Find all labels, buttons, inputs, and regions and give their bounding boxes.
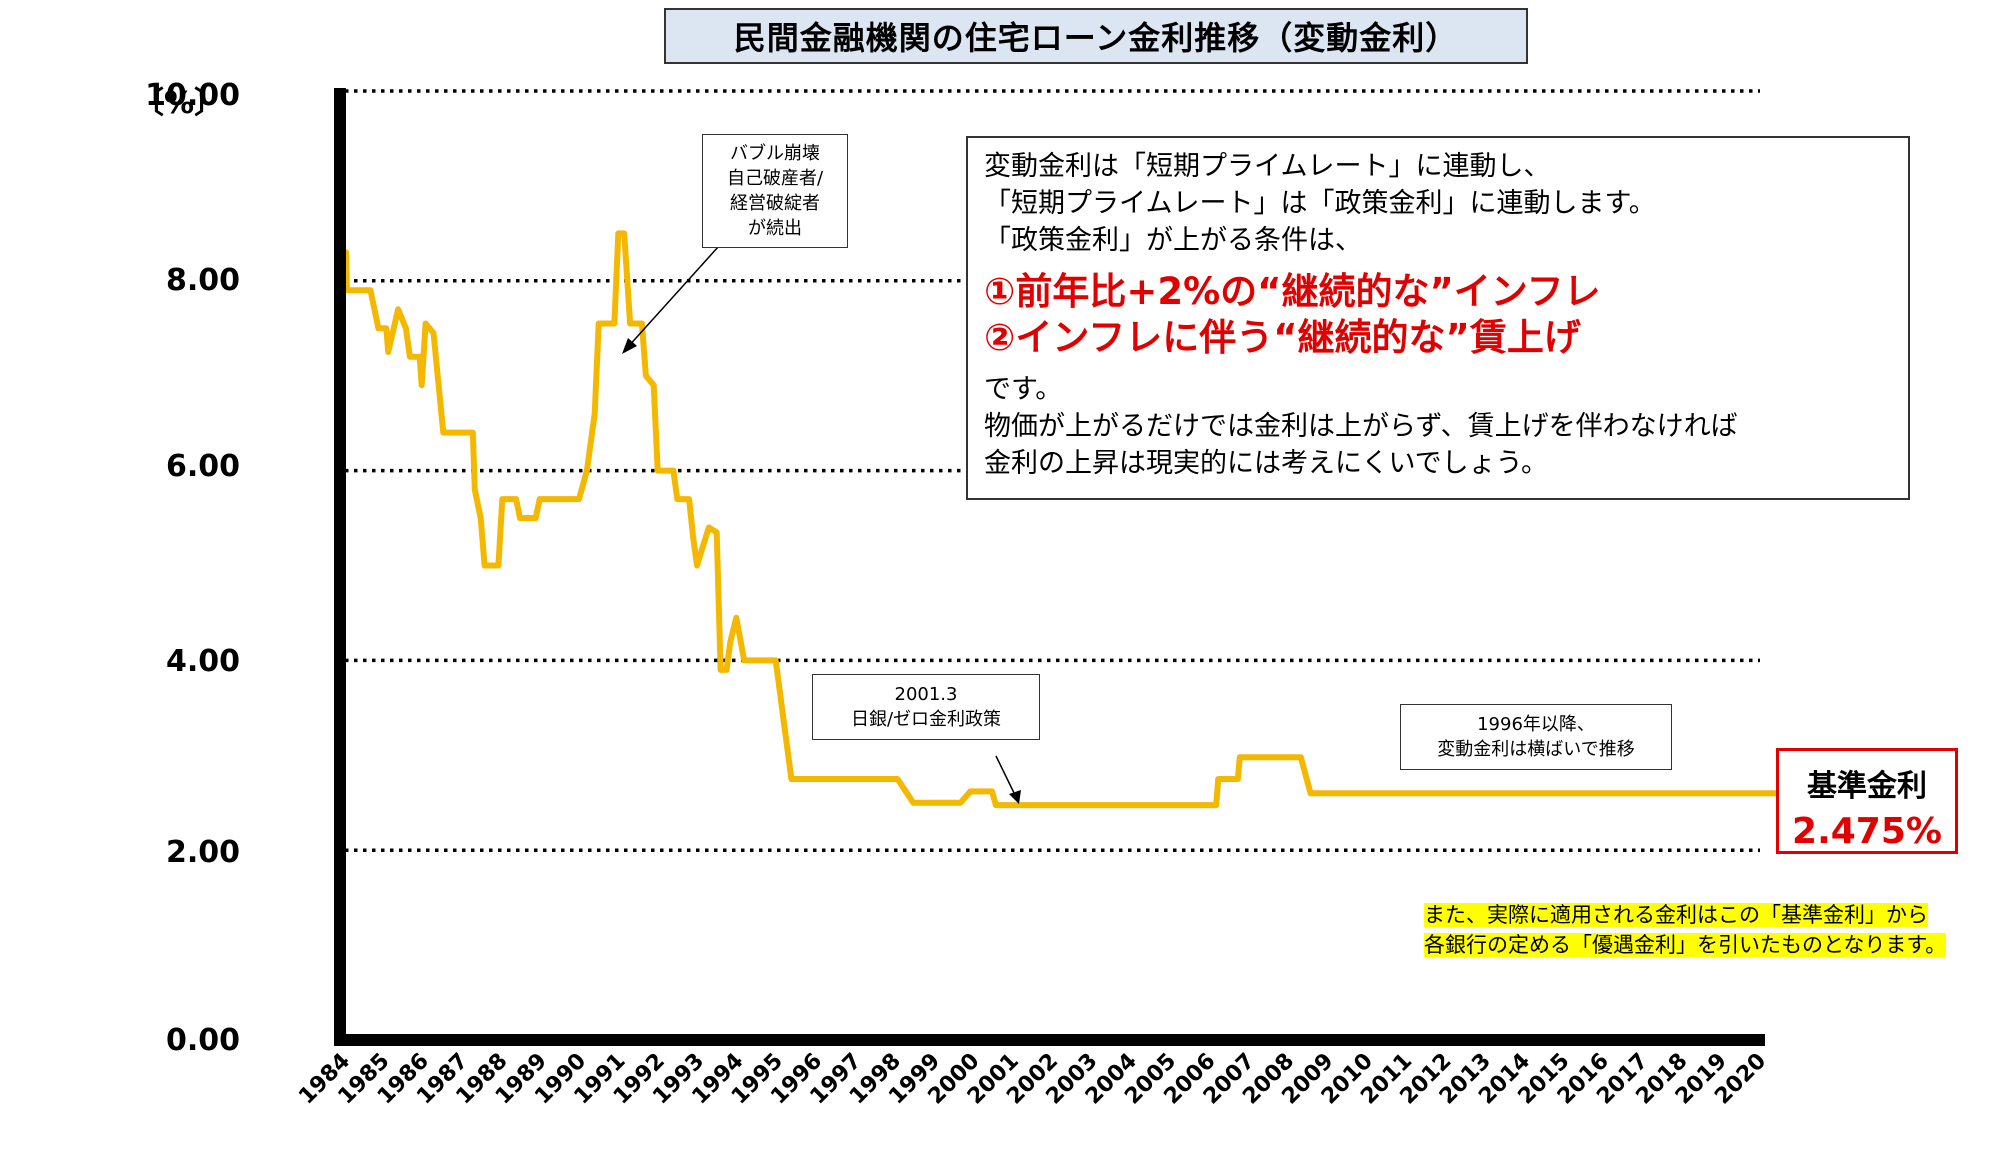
note-text: また、実際に適用される金利はこの「基準金利」から xyxy=(1424,903,1928,927)
explanation-text: 「短期プライムレート」は「政策金利」に連動します。 xyxy=(984,188,1656,219)
zero-rate-policy-callout: 2001.3 日銀/ゼロ金利政策 xyxy=(812,674,1040,740)
y-tick-label: 10.00 xyxy=(145,78,240,113)
callout-text: 日銀/ゼロ金利政策 xyxy=(850,709,1002,730)
annotation-arrow-head xyxy=(1009,790,1021,804)
explanation-text: 物価が上がるだけでは金利は上がらず、賃上げを伴わなければ xyxy=(984,411,1738,442)
condition-inflation: ①前年比+2%の“継続的な”インフレ xyxy=(984,270,1601,313)
callout-text: 経営破綻者 xyxy=(729,193,820,214)
y-axis-unit: 〔%〕 xyxy=(134,86,225,121)
callout-text: が続出 xyxy=(747,218,802,239)
y-tick-label: 0.00 xyxy=(165,1023,240,1058)
explanation-text: 金利の上昇は現実的には考えにくいでしょう。 xyxy=(984,448,1549,479)
annotation-arrow-head xyxy=(622,338,637,354)
y-tick-label: 6.00 xyxy=(165,449,240,484)
rate-series-line xyxy=(340,230,1791,809)
flat-since-1996-callout: 1996年以降、 変動金利は横ばいで推移 xyxy=(1400,704,1672,770)
callout-text: 自己破産者/ xyxy=(726,168,824,189)
callout-text: 2001.3 xyxy=(894,684,958,705)
condition-wage-increase: ②インフレに伴う“継続的な”賃上げ xyxy=(984,316,1581,359)
explanation-box: 変動金利は「短期プライムレート」に連動し、 「短期プライムレート」は「政策金利」… xyxy=(966,136,1910,500)
base-rate-value: 2.475% xyxy=(1792,811,1942,852)
base-rate-box: 基準金利 2.475% xyxy=(1776,748,1958,854)
explanation-text: 「政策金利」が上がる条件は、 xyxy=(984,225,1362,256)
note-text: 各銀行の定める「優遇金利」を引いたものとなります。 xyxy=(1424,933,1947,957)
callout-text: 1996年以降、 xyxy=(1477,714,1595,735)
callout-text: バブル崩壊 xyxy=(729,143,820,164)
explanation-text: です。 xyxy=(984,374,1063,405)
explanation-text: 変動金利は「短期プライムレート」に連動し、 xyxy=(984,151,1551,182)
base-rate-label: 基準金利 xyxy=(1807,769,1927,804)
annotation-arrow-line xyxy=(995,755,1017,798)
bubble-burst-callout: バブル崩壊 自己破産者/ 経営破綻者 が続出 xyxy=(702,134,848,248)
y-tick-label: 2.00 xyxy=(165,835,240,870)
y-tick-label: 4.00 xyxy=(165,644,240,679)
preferential-rate-note: また、実際に適用される金利はこの「基準金利」から 各銀行の定める「優遇金利」を引… xyxy=(1424,900,2004,960)
callout-text: 変動金利は横ばいで推移 xyxy=(1437,739,1635,760)
y-tick-label: 8.00 xyxy=(165,263,240,298)
chart-title: 民間金融機関の住宅ローン金利推移（変動金利） xyxy=(664,8,1528,64)
